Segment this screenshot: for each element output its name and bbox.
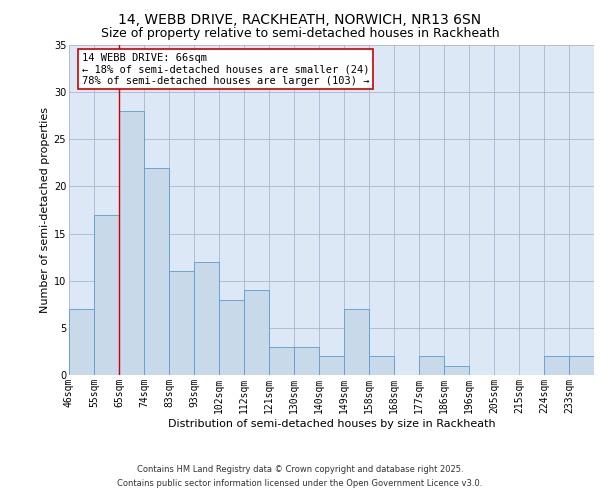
Y-axis label: Number of semi-detached properties: Number of semi-detached properties	[40, 107, 50, 313]
Text: 14, WEBB DRIVE, RACKHEATH, NORWICH, NR13 6SN: 14, WEBB DRIVE, RACKHEATH, NORWICH, NR13…	[118, 12, 482, 26]
Bar	[94, 214, 119, 375]
Bar	[544, 356, 569, 375]
Bar	[169, 272, 194, 375]
Bar	[369, 356, 394, 375]
Text: Contains HM Land Registry data © Crown copyright and database right 2025.
Contai: Contains HM Land Registry data © Crown c…	[118, 466, 482, 487]
Bar	[344, 309, 369, 375]
Bar	[319, 356, 344, 375]
Bar	[569, 356, 594, 375]
Bar	[269, 346, 294, 375]
Bar	[219, 300, 244, 375]
Bar	[69, 309, 94, 375]
Text: 14 WEBB DRIVE: 66sqm
← 18% of semi-detached houses are smaller (24)
78% of semi-: 14 WEBB DRIVE: 66sqm ← 18% of semi-detac…	[82, 52, 369, 86]
Bar	[294, 346, 319, 375]
Bar	[444, 366, 469, 375]
Bar	[244, 290, 269, 375]
Bar	[119, 111, 144, 375]
Bar	[419, 356, 444, 375]
Bar	[144, 168, 169, 375]
X-axis label: Distribution of semi-detached houses by size in Rackheath: Distribution of semi-detached houses by …	[167, 418, 496, 428]
Text: Size of property relative to semi-detached houses in Rackheath: Size of property relative to semi-detach…	[101, 28, 499, 40]
Bar	[194, 262, 219, 375]
